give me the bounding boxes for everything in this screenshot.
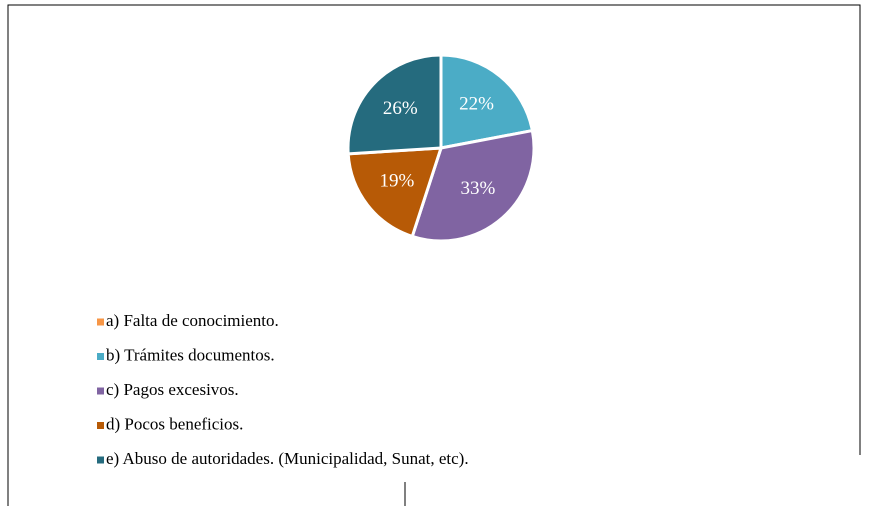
data-label: 33% <box>460 178 495 199</box>
pie-slice <box>346 146 444 239</box>
legend-label: b) Trámites documentos. <box>106 345 275 364</box>
legend-label: e) Abuso de autoridades. (Municipalidad,… <box>106 449 469 468</box>
pie-slice <box>439 53 535 150</box>
legend-swatch <box>97 353 104 360</box>
data-label: 19% <box>379 171 414 192</box>
legend-swatch <box>97 456 104 464</box>
legend-label: c) Pagos excesivos. <box>106 380 239 399</box>
legend-label: a) Falta de conocimiento. <box>106 311 279 330</box>
legend-swatch <box>97 422 104 429</box>
legend-label: d) Pocos beneficios. <box>106 414 243 433</box>
data-label: 22% <box>459 93 494 114</box>
legend-swatch <box>97 387 104 395</box>
legend-swatch <box>97 318 104 326</box>
pie-slice <box>410 128 536 243</box>
data-label: 26% <box>383 98 418 119</box>
pie-slice <box>346 53 443 156</box>
frame <box>7 4 861 506</box>
